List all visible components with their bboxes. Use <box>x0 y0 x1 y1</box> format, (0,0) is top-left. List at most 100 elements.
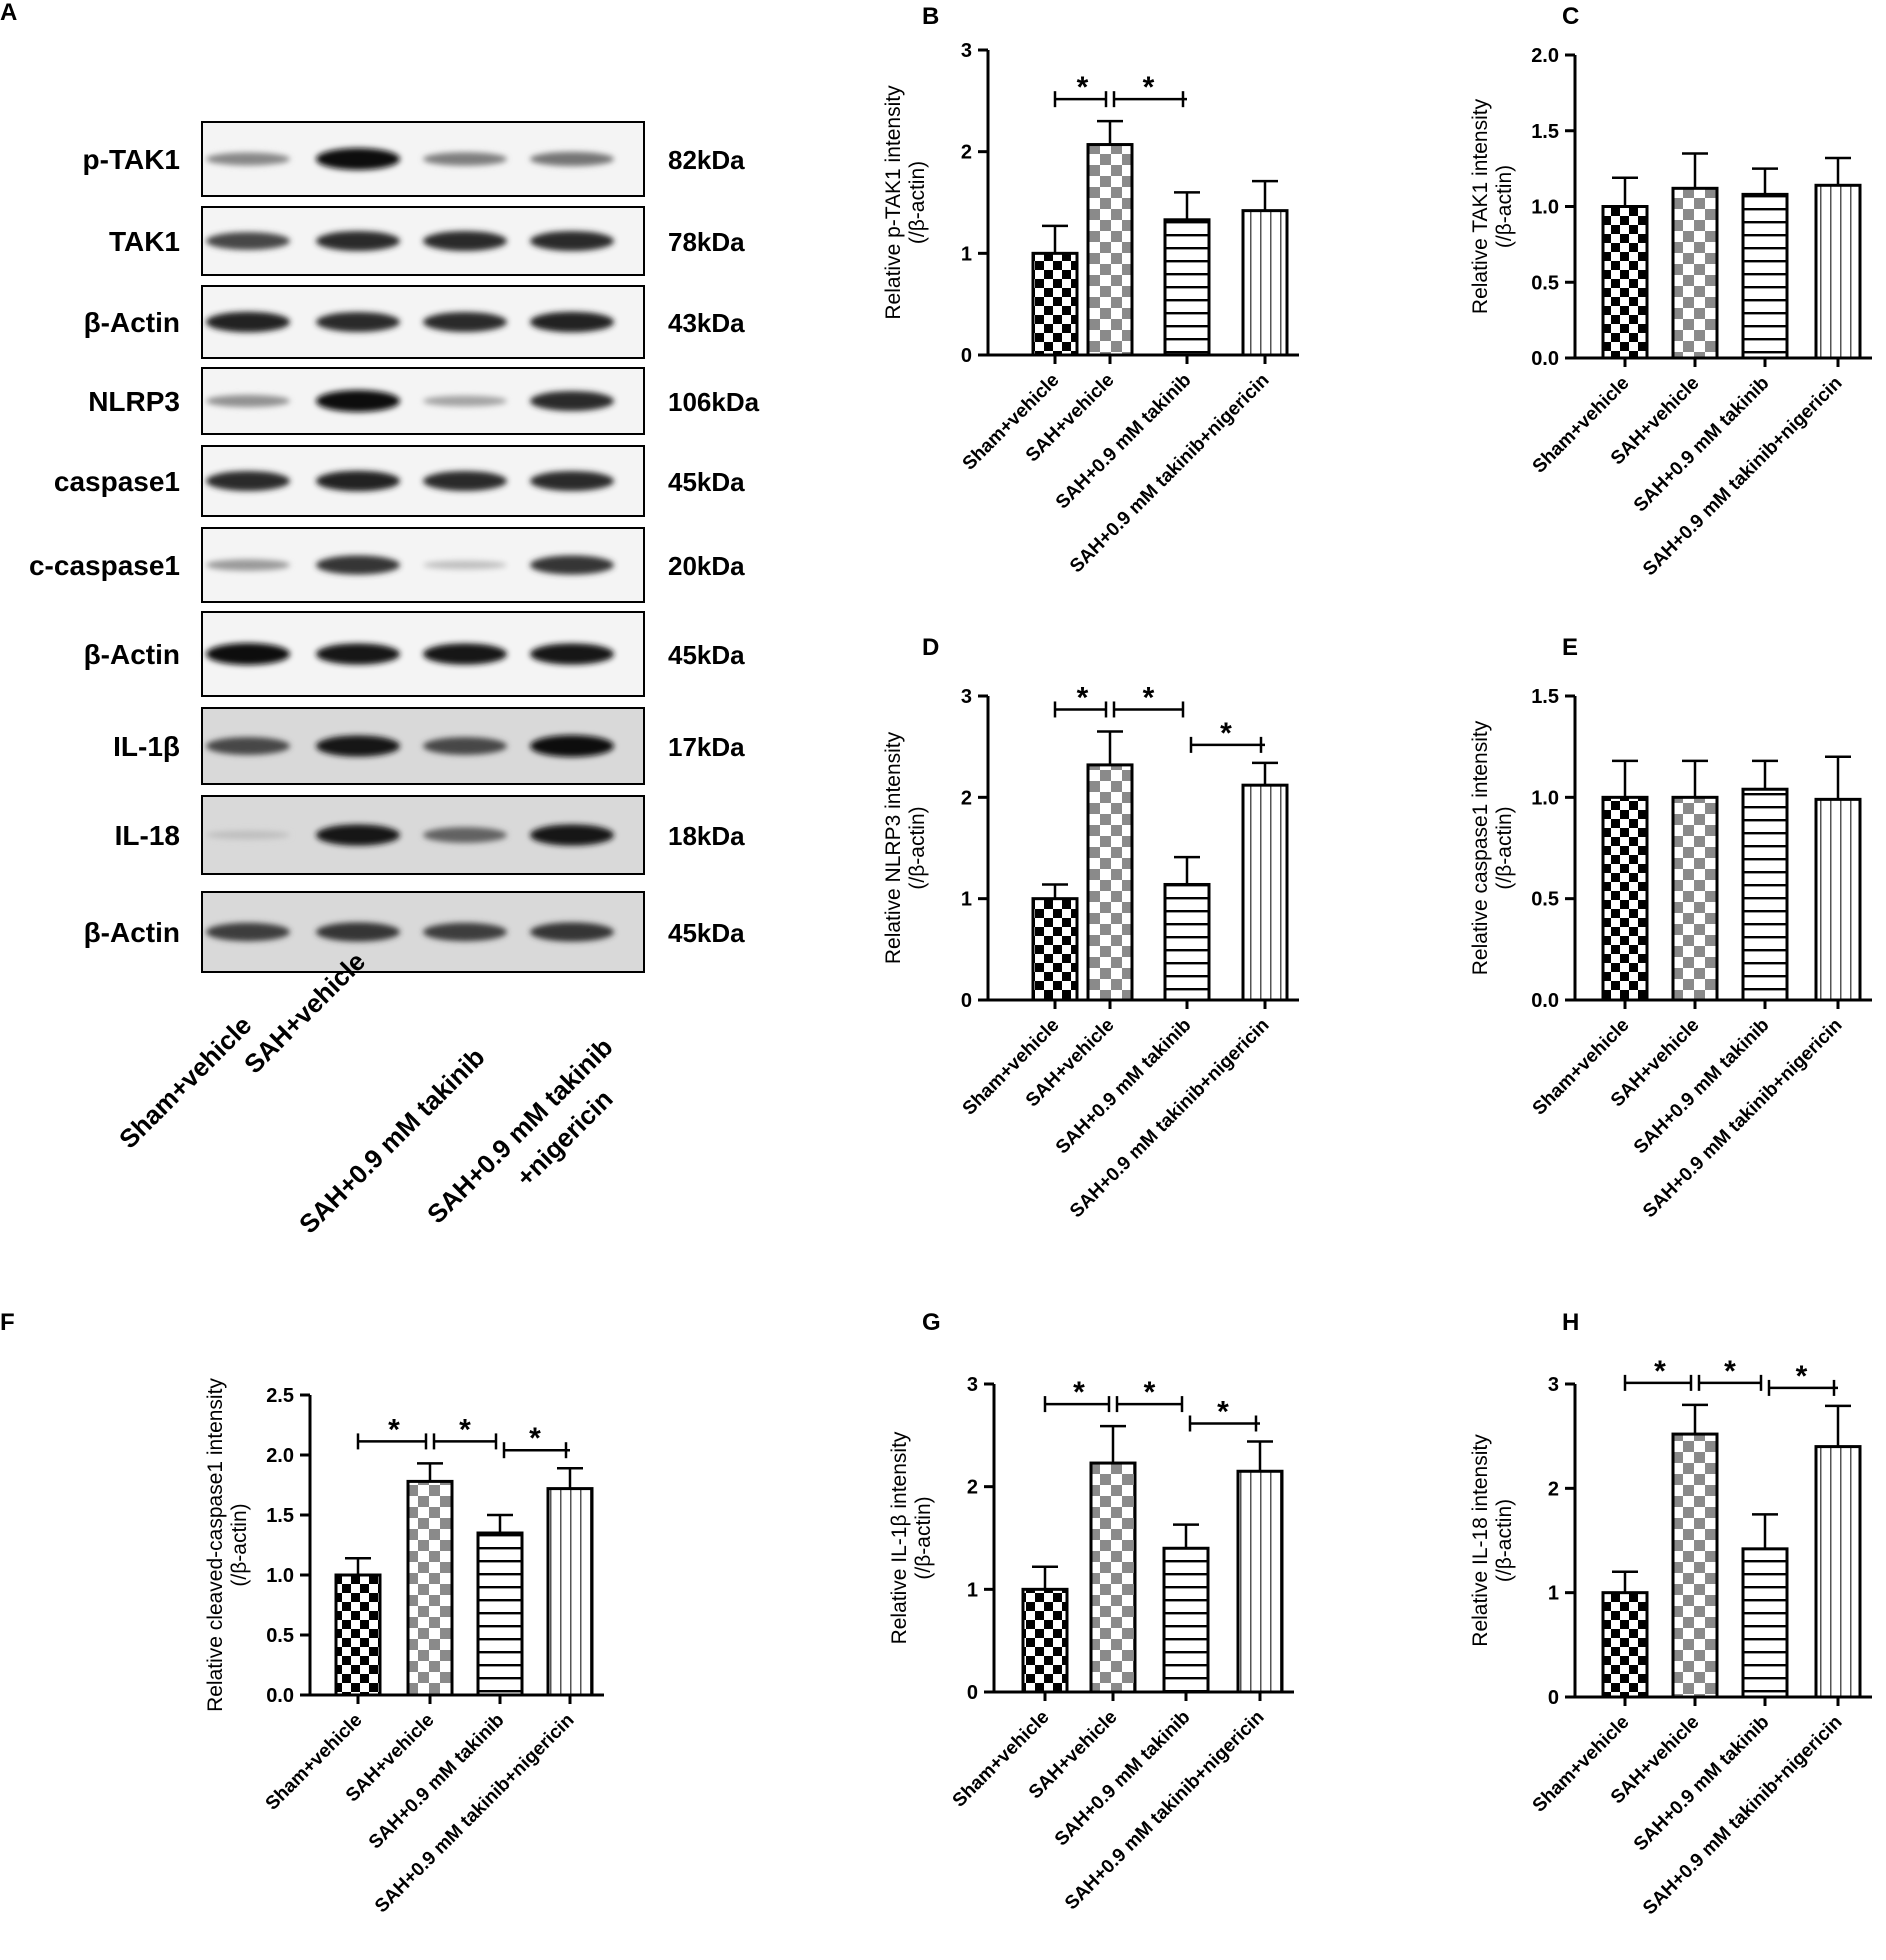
significance-bracket: * <box>356 1413 428 1450</box>
blot-band <box>316 312 400 332</box>
significance-star: * <box>1724 1355 1736 1388</box>
bar <box>1671 795 1719 1002</box>
blot-band <box>206 471 290 491</box>
x-tick-label: SAH+0.9 mM takinib <box>1630 1712 1774 1856</box>
y-axis-label-line: (/β-actin) <box>1493 1499 1516 1582</box>
blot-protein-label: β-Actin <box>84 307 180 338</box>
blot-row: IL-1β 17kDa <box>113 707 745 785</box>
y-axis-label: Relative caspase1 intensity(/β-actin) <box>1469 720 1516 975</box>
significance-bracket: * <box>1043 1376 1111 1413</box>
significance-star: * <box>459 1413 471 1446</box>
bar <box>1741 1547 1789 1699</box>
significance-bracket: * <box>1767 1360 1838 1396</box>
bar <box>1814 1445 1862 1699</box>
panel-letter: C <box>1562 3 1579 30</box>
y-tick-label: 0.5 <box>1531 272 1559 294</box>
blot-kda-label: 45kDa <box>668 467 745 497</box>
significance-bracket: * <box>1112 681 1185 718</box>
blot-kda-label: 45kDa <box>668 918 745 948</box>
panel-letter-a: A <box>0 0 17 26</box>
y-tick-label: 1 <box>1548 1583 1559 1605</box>
significance-star: * <box>1144 1376 1156 1409</box>
y-tick-label: 3 <box>967 1374 978 1396</box>
y-axis-label-line: Relative IL-18 intensity <box>1469 1434 1492 1647</box>
y-axis-label-line: Relative p-TAK1 intensity <box>882 85 905 320</box>
blot-band <box>316 390 400 412</box>
blot-protein-label: IL-18 <box>115 820 180 851</box>
significance-star: * <box>1654 1355 1666 1388</box>
bar <box>1163 218 1211 357</box>
y-tick-label: 2 <box>961 787 972 809</box>
blot-band <box>206 311 290 333</box>
blot-band <box>530 922 614 942</box>
y-tick-label: 0 <box>961 345 972 367</box>
blot-band <box>423 922 507 942</box>
bar <box>1601 795 1649 1002</box>
blot-protein-label: TAK1 <box>109 226 180 257</box>
significance-bracket: * <box>1112 71 1187 108</box>
bar <box>334 1573 382 1697</box>
y-tick-label: 2.0 <box>266 1445 294 1467</box>
bar <box>1163 882 1211 1002</box>
blot-band <box>423 395 507 407</box>
significance-star: * <box>1077 71 1089 104</box>
y-axis-label: Relative IL-1β intensity(/β-actin) <box>888 1431 935 1644</box>
y-tick-label: 0.5 <box>266 1625 294 1647</box>
blot-kda-label: 20kDa <box>668 551 745 581</box>
blot-band <box>530 231 614 251</box>
bar <box>1031 251 1079 357</box>
blot-band <box>316 735 400 757</box>
blot-row: caspase1 45kDa <box>54 445 745 517</box>
y-tick-label: 3 <box>961 40 972 62</box>
bar <box>1671 186 1719 360</box>
significance-star: * <box>529 1422 541 1455</box>
blot-band <box>316 470 400 492</box>
chart-panel-b: B 0 1 2 3 Relative p-TAK1 intensity(/β-actin)… <box>882 3 1299 577</box>
y-tick-label: 1 <box>961 243 972 265</box>
blot-protein-label: β-Actin <box>84 917 180 948</box>
blot-band <box>530 471 614 491</box>
blot-band <box>423 152 507 166</box>
blot-band <box>530 824 614 846</box>
blot-band <box>206 232 290 250</box>
panel-letter: E <box>1562 634 1578 661</box>
bar <box>1089 1461 1137 1694</box>
blot-row: β-Actin 45kDa <box>84 891 745 973</box>
y-axis-label: Relative p-TAK1 intensity(/β-actin) <box>882 85 929 320</box>
significance-star: * <box>1217 1395 1229 1428</box>
blot-band <box>423 560 507 570</box>
bar <box>1741 787 1789 1002</box>
bar <box>1671 1432 1719 1699</box>
blot-kda-label: 78kDa <box>668 227 745 257</box>
blot-row: p-TAK1 82kDa <box>83 121 745 197</box>
significance-bracket: * <box>502 1422 570 1459</box>
blot-band <box>530 391 614 411</box>
bar <box>1236 1469 1284 1694</box>
blot-row: β-Actin 43kDa <box>84 285 745 359</box>
blot-group-label: Sham+vehicle <box>113 1010 257 1154</box>
blot-band <box>530 735 614 757</box>
blot-kda-label: 17kDa <box>668 732 745 762</box>
blot-row: NLRP3 106kDa <box>88 367 760 435</box>
blot-kda-label: 106kDa <box>668 387 760 417</box>
chart-panel-f: F 0.0 0.5 1.0 1.5 2.0 2.5 Relative cleaved-casp… <box>0 1309 604 1917</box>
y-tick-label: 2.5 <box>266 1385 294 1407</box>
bar <box>1241 209 1289 357</box>
y-tick-label: 3 <box>961 686 972 708</box>
blot-band <box>423 312 507 332</box>
bar <box>1601 1591 1649 1699</box>
y-axis-label: Relative NLRP3 intensity(/β-actin) <box>882 731 929 964</box>
x-tick-label: SAH+0.9 mM takinib <box>1630 373 1774 517</box>
blot-band <box>423 643 507 665</box>
significance-bracket: * <box>1053 71 1108 108</box>
x-tick-label: Sham+vehicle <box>959 1015 1064 1120</box>
blot-band <box>206 737 290 755</box>
blot-band <box>206 643 290 665</box>
chart-panel-h: H 0 1 2 3 Relative IL-18 intensity(/β-actin) S… <box>1469 1309 1872 1919</box>
significance-star: * <box>1077 681 1089 714</box>
y-tick-label: 1 <box>967 1579 978 1601</box>
blot-protein-label: caspase1 <box>54 466 180 497</box>
western-blot-panel: A p-TAK1 82kDa TAK1 78kDa β-Actin 43kDa NLRP3 1… <box>0 0 760 1239</box>
y-tick-label: 0.0 <box>1531 348 1559 370</box>
